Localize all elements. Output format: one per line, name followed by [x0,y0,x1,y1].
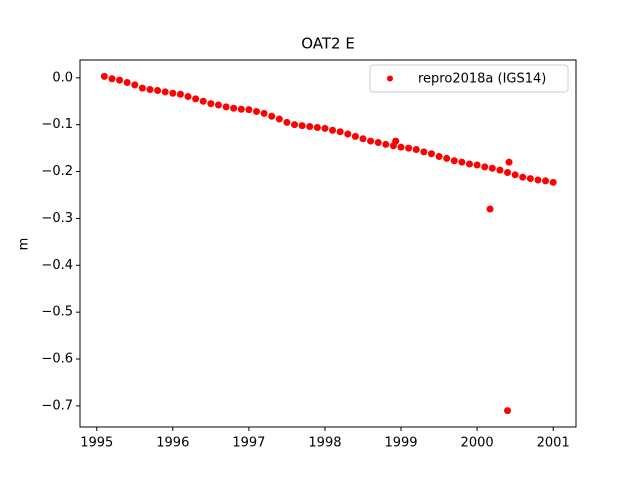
point [486,205,494,213]
point [505,158,513,166]
point [313,123,321,131]
point [481,163,489,171]
x-tick-label: 1997 [232,436,265,451]
point [405,144,413,152]
point [192,95,200,103]
point [230,104,238,112]
legend-box [369,64,569,93]
point [382,140,390,148]
y-tick-label: −0.4 [41,258,73,273]
point [108,75,116,83]
point [549,178,557,186]
point [496,166,504,174]
point [465,160,473,168]
point [367,137,375,145]
x-tick-label: 1995 [80,436,113,451]
point [374,138,382,146]
legend-label: repro2018a (IGS14) [418,72,546,87]
chart-title: OAT2 E [301,35,355,53]
point [519,173,527,181]
x-tick-label: 2000 [461,436,494,451]
point [443,154,451,162]
point [351,132,359,140]
point [427,150,435,158]
point [207,100,215,108]
point [131,81,139,89]
point [161,88,169,96]
plot-frame [79,59,577,428]
point [359,135,367,143]
point [260,109,268,117]
point [534,176,542,184]
point [504,168,512,176]
point [252,108,260,116]
y-tick-label: −0.1 [41,117,73,132]
y-tick-label: −0.2 [41,164,73,179]
point [237,105,245,113]
point [176,90,184,98]
x-tick-label: 1996 [156,436,189,451]
legend-marker [387,75,393,82]
y-tick-label: −0.3 [41,211,73,226]
point [283,118,291,126]
point [435,153,443,161]
y-axis-label: m [17,238,32,251]
point [138,84,146,92]
point [275,115,283,123]
point [344,130,352,138]
point [298,122,306,130]
y-tick-label: −0.7 [41,398,73,413]
point [397,143,405,151]
point [542,177,550,185]
point [473,161,481,169]
point [169,89,177,97]
point [154,86,162,94]
point [214,101,222,109]
x-tick-label: 1999 [384,436,417,451]
point [123,78,131,86]
y-tick-label: −0.5 [41,305,73,320]
point [268,112,276,120]
point [412,146,420,154]
point [420,148,428,156]
x-tick-label: 2001 [537,436,570,451]
point [321,124,329,132]
point [504,407,512,415]
point [526,175,534,183]
y-tick-label: −0.6 [41,352,73,367]
point [329,126,337,134]
point [116,76,124,84]
point [336,128,344,136]
point [458,158,466,166]
point [222,103,230,111]
point [100,72,108,80]
point [199,97,207,105]
point [146,86,154,94]
point [450,157,458,165]
x-tick-label: 1998 [308,436,341,451]
point [306,123,314,131]
point [511,171,519,179]
point [392,137,400,145]
y-tick-label: 0.0 [52,70,73,85]
point [245,106,253,114]
point [488,164,496,172]
point [184,93,192,101]
point [291,121,299,129]
